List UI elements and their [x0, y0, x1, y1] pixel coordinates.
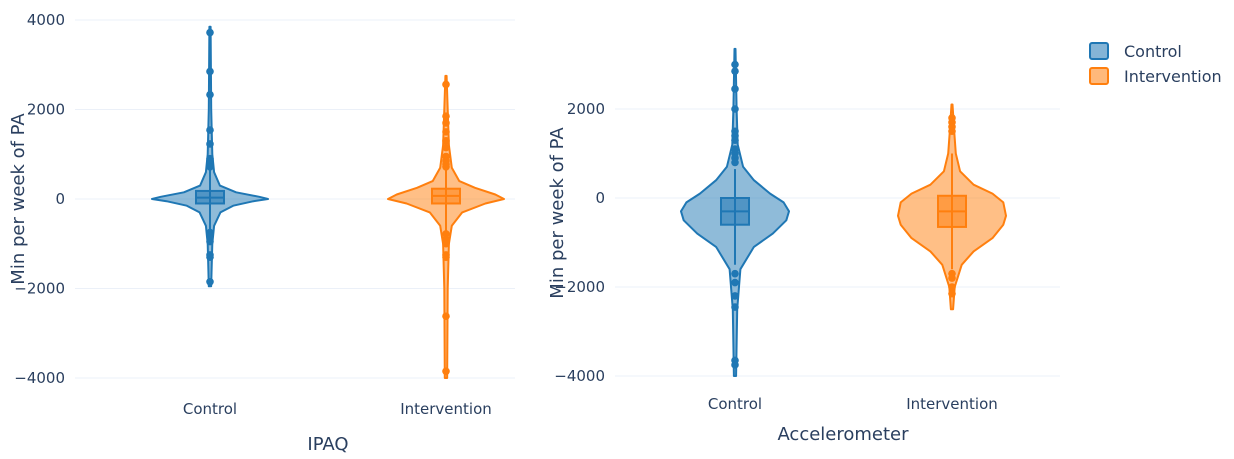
outlier-point — [206, 231, 214, 240]
outlier-point — [731, 60, 739, 69]
outlier-point — [731, 361, 739, 369]
y-tick-label: 2000 — [27, 101, 65, 119]
y-axis-title: Min per week of PA — [8, 113, 29, 285]
outlier-point — [442, 253, 450, 261]
outlier-point — [442, 128, 450, 136]
outlier-point — [731, 303, 739, 311]
legend-swatch — [1089, 42, 1109, 60]
y-tick-label: 0 — [55, 190, 65, 208]
outlier-point — [948, 289, 956, 298]
outlier-point — [442, 230, 450, 238]
outlier-point — [206, 67, 214, 76]
outlier-point — [731, 278, 739, 287]
outlier-point — [731, 67, 739, 75]
y-tick-label: 2000 — [567, 100, 605, 118]
chart-panel-accelerometer: 2000 0 −2000 −4000 Control Intervention Accele… — [547, 47, 1060, 445]
violin-control — [151, 25, 269, 288]
outlier-point — [206, 126, 214, 134]
y-tick-label: −4000 — [554, 367, 605, 385]
outlier-point — [731, 136, 739, 144]
outlier-point — [206, 162, 214, 171]
outlier-point — [731, 158, 739, 167]
outlier-point — [442, 80, 450, 89]
outlier-point — [442, 143, 450, 152]
y-tick-label: −4000 — [14, 369, 65, 387]
legend-label: Intervention — [1124, 67, 1222, 86]
y-tick-label: −2000 — [14, 280, 65, 298]
legend-swatch — [1089, 67, 1109, 85]
outlier-point — [206, 90, 214, 99]
y-axis-title: Min per week of PA — [547, 127, 568, 299]
violin-intervention — [387, 74, 505, 379]
outlier-point — [206, 277, 214, 286]
outlier-point — [731, 85, 739, 93]
outlier-point — [731, 292, 739, 300]
x-axis-title: IPAQ — [307, 434, 348, 455]
legend-item-intervention[interactable]: Intervention — [1089, 67, 1222, 86]
outlier-point — [731, 105, 739, 113]
chart-panel-ipaq: 4000 2000 0 −2000 −4000 Control Intervention IP… — [8, 11, 515, 455]
outlier-point — [206, 28, 214, 37]
outlier-point — [442, 239, 450, 248]
x-tick-label: Control — [183, 400, 237, 418]
legend-label: Control — [1124, 42, 1182, 61]
violin-intervention — [897, 103, 1007, 311]
legend: Control Intervention — [1089, 42, 1222, 86]
y-tick-label: −2000 — [554, 278, 605, 296]
legend-item-control[interactable]: Control — [1089, 42, 1182, 61]
outlier-point — [442, 112, 450, 121]
outlier-point — [442, 162, 450, 171]
x-tick-label: Intervention — [906, 395, 998, 413]
outlier-point — [948, 127, 956, 136]
outlier-point — [206, 253, 214, 261]
x-tick-label: Control — [708, 395, 762, 413]
outlier-point — [206, 237, 214, 246]
outlier-point — [948, 283, 956, 291]
x-axis-title: Accelerometer — [777, 424, 909, 445]
outlier-point — [206, 140, 214, 148]
y-tick-label: 0 — [595, 189, 605, 207]
outlier-point — [442, 367, 450, 376]
outlier-point — [948, 274, 956, 282]
outlier-point — [731, 269, 739, 278]
outlier-point — [442, 312, 450, 321]
y-tick-label: 4000 — [27, 11, 65, 29]
outlier-point — [442, 119, 450, 127]
x-tick-label: Intervention — [400, 400, 492, 418]
violin-control — [680, 47, 790, 377]
outlier-point — [442, 137, 450, 145]
